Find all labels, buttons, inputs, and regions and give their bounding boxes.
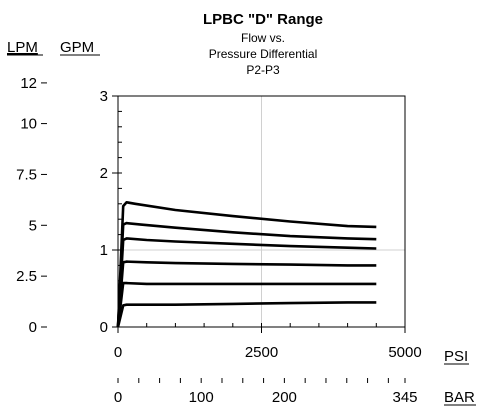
series-line-3: [116, 237, 377, 328]
left-unit-lpm: LPM: [7, 39, 38, 56]
left-unit-gpm: GPM: [60, 39, 94, 56]
series-line-4: [116, 260, 377, 328]
series-line-6: [116, 301, 377, 328]
y-tick-label-gpm: 2: [100, 165, 108, 182]
x-tick-label-psi: 0: [114, 344, 122, 361]
chart-subtitle-line-3: P2-P3: [246, 63, 280, 77]
series-line-2: [116, 221, 377, 328]
y-tick-label-lpm: 7.5: [16, 166, 37, 183]
y-tick-label-lpm: 10: [20, 116, 37, 133]
x-tick-label-bar: 345: [392, 389, 417, 406]
bottom-unit-bar: BAR: [444, 389, 475, 406]
x-tick-label-bar: 100: [189, 389, 214, 406]
y-tick-label-gpm: 1: [100, 242, 108, 259]
y-tick-label-lpm: 0: [29, 319, 37, 336]
x-tick-label-psi: 5000: [388, 344, 421, 361]
y-tick-label-lpm: 2.5: [16, 268, 37, 285]
chart-subtitle-line-2: Pressure Differential: [209, 47, 318, 61]
bottom-unit-psi: PSI: [444, 348, 468, 365]
chart-title: LPBC "D" Range: [203, 11, 323, 28]
series-line-5: [116, 281, 377, 328]
x-tick-label-bar: 0: [114, 389, 122, 406]
series-line-1: [116, 201, 377, 328]
y-tick-label-gpm: 3: [100, 88, 108, 105]
x-tick-label-bar: 200: [272, 389, 297, 406]
chart-subtitle-line-1: Flow vs.: [241, 31, 285, 45]
y-tick-label-lpm: 12: [20, 75, 37, 92]
y-tick-label-lpm: 5: [29, 217, 37, 234]
x-tick-label-psi: 2500: [245, 344, 278, 361]
y-tick-label-gpm: 0: [100, 319, 108, 336]
